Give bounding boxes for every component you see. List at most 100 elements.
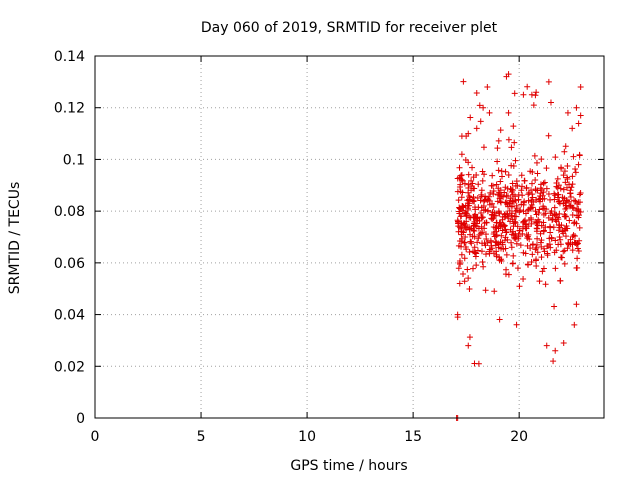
data-point [470,185,477,192]
data-point [489,216,496,223]
data-point [511,218,518,225]
data-point [495,137,502,144]
data-point [527,214,534,221]
data-point [464,266,471,273]
data-point [534,225,541,232]
data-point [539,268,546,275]
data-point [569,173,576,180]
data-point [529,241,536,248]
data-point [528,91,535,98]
data-point [482,251,489,258]
data-point [501,189,508,196]
data-point [573,265,580,272]
data-point [478,248,485,255]
data-point [561,247,568,254]
data-point [565,239,572,246]
data-point [521,198,528,205]
data-point [456,259,463,266]
data-point [457,188,464,195]
data-point [461,210,468,217]
data-point [509,187,516,194]
data-point [490,204,497,211]
data-point [545,132,552,139]
data-point [499,173,506,180]
data-point [497,199,504,206]
data-point [479,214,486,221]
data-point [498,168,505,175]
data-point [460,270,467,277]
data-point [548,235,555,242]
data-point [564,109,571,116]
data-point [505,109,512,116]
data-point [552,347,559,354]
chart-title: Day 060 of 2019, SRMTID for receiver ple… [201,20,498,36]
data-point [466,249,473,256]
data-point [533,263,540,270]
data-point [518,172,525,179]
data-point [521,177,528,184]
data-point [478,223,485,230]
data-point [543,206,550,213]
data-point [547,99,554,106]
data-point [493,219,500,226]
x-tick-label: 15 [404,429,422,445]
data-point [502,226,509,233]
data-point [492,212,499,219]
data-point [569,212,576,219]
data-point [545,191,552,198]
data-point [505,71,512,78]
data-point [504,193,511,200]
data-point [552,265,559,272]
data-point [478,204,485,211]
data-point [572,239,579,246]
data-point [481,220,488,227]
data-point [529,169,536,176]
data-point [486,109,493,116]
data-point [557,185,564,192]
data-point [516,283,523,290]
data-point [474,217,481,224]
data-point [573,301,580,308]
data-point [483,236,490,243]
data-point [554,184,561,191]
data-point [498,232,505,239]
data-point [556,234,563,241]
data-point [482,287,489,294]
data-point [456,238,463,245]
data-point [562,233,569,240]
data-point [511,90,518,97]
data-point [543,165,550,172]
data-point [556,198,563,205]
data-point [572,165,579,172]
data-point [502,245,509,252]
data-point [506,207,513,214]
data-point [547,196,554,203]
data-point [505,215,512,222]
data-point [475,360,482,367]
data-point [515,232,522,239]
data-point [469,265,476,272]
data-point [570,153,577,160]
data-point [540,203,547,210]
data-point [467,238,474,245]
data-point [493,181,500,188]
data-point [563,223,570,230]
data-point [508,144,515,151]
data-point [576,191,583,198]
data-point [524,83,531,90]
data-point [515,196,522,203]
data-point [485,193,492,200]
data-point [512,157,519,164]
data-point [562,206,569,213]
data-point [532,257,539,264]
data-point [540,265,547,272]
data-point [567,190,574,197]
data-point [570,205,577,212]
data-point [494,158,501,165]
data-point [454,217,461,224]
data-point [509,260,516,267]
data-point [471,198,478,205]
data-point [497,127,504,134]
data-point [504,185,511,192]
data-point [511,234,518,241]
